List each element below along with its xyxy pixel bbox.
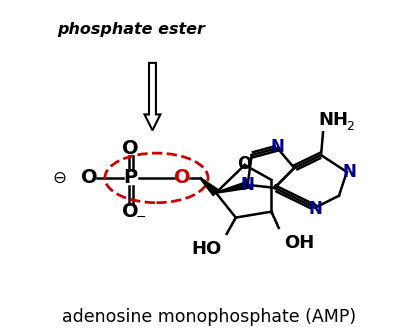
Text: adenosine monophosphate (AMP): adenosine monophosphate (AMP) [62,308,356,326]
Text: N: N [270,138,284,156]
Text: N: N [241,176,255,194]
Text: O: O [81,168,97,187]
Polygon shape [216,181,249,193]
Text: HO: HO [191,240,221,258]
Text: N: N [308,200,322,218]
Text: P: P [124,168,138,187]
Text: ⊖: ⊖ [52,169,66,187]
Text: −: − [135,211,146,224]
Polygon shape [145,63,161,130]
Text: phosphate ester: phosphate ester [57,22,204,37]
Text: NH: NH [318,112,348,129]
Text: 2: 2 [346,120,354,133]
Text: OH: OH [284,234,314,253]
Text: O: O [237,155,252,173]
Polygon shape [200,178,219,196]
Text: N: N [343,163,357,181]
Text: O: O [122,202,139,221]
Text: O: O [174,168,191,187]
Text: O: O [122,139,139,158]
